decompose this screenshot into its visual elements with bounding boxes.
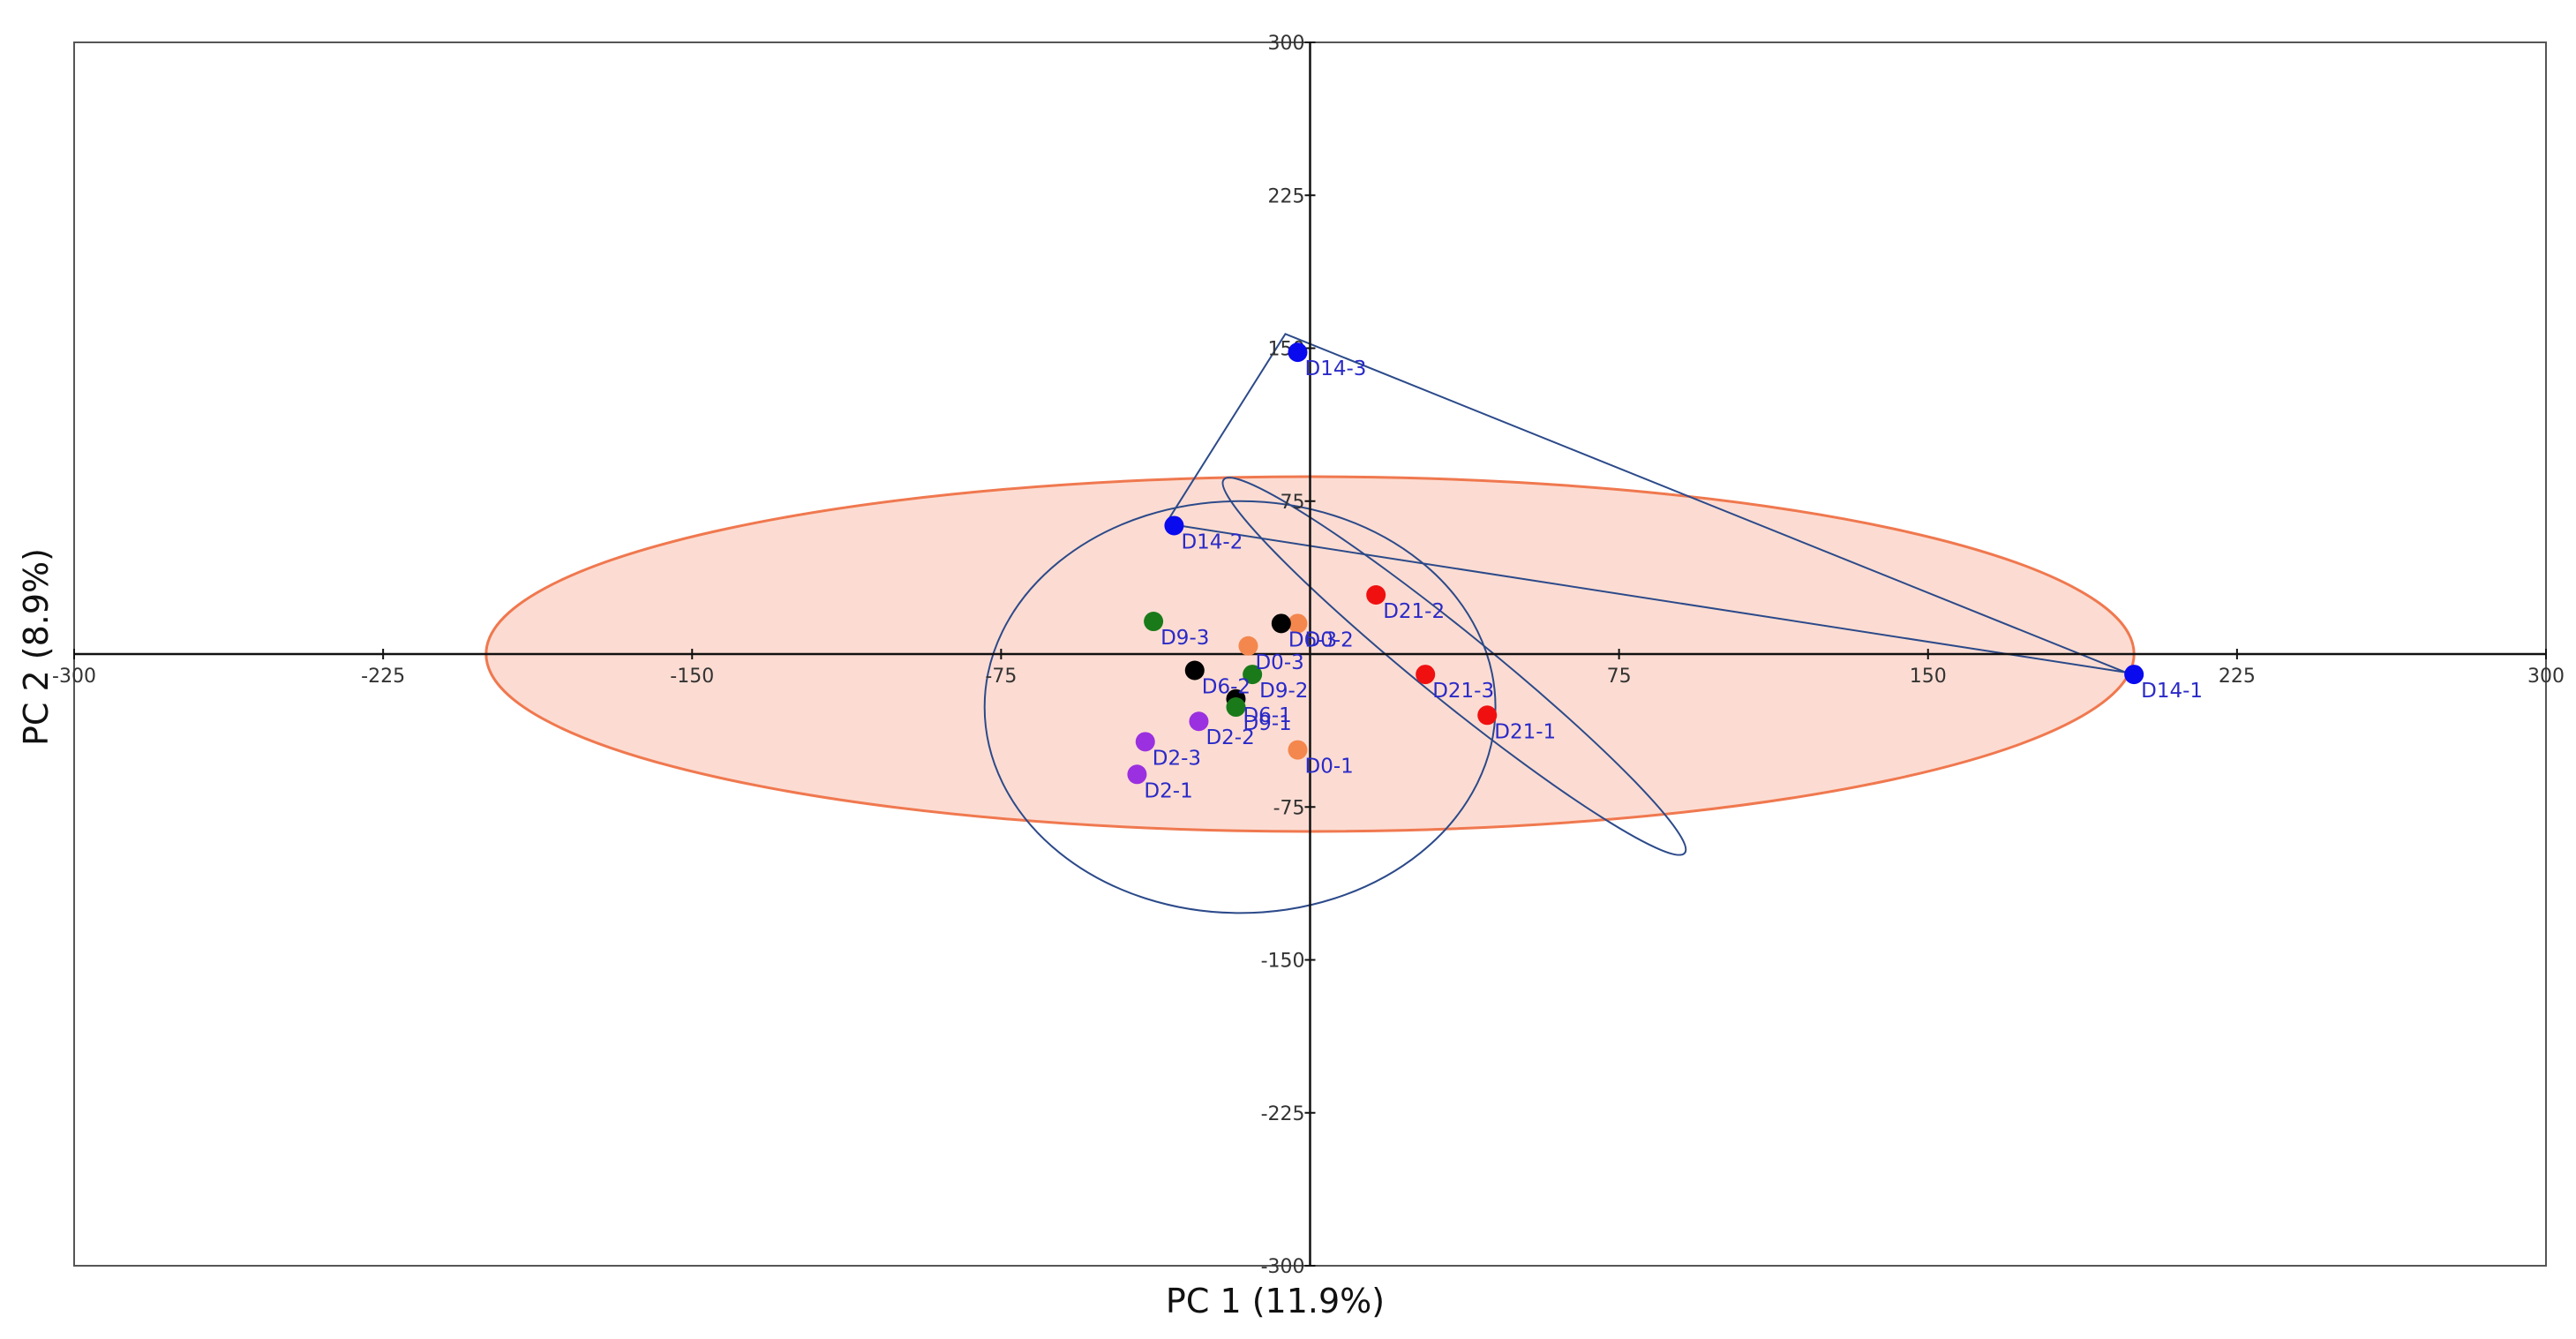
x-axis-label: PC 1 (11.9%) [1166, 1282, 1385, 1320]
point-d2-3 [1135, 732, 1155, 752]
point-d21-3 [1416, 665, 1436, 685]
point-d14-3 [1288, 342, 1308, 363]
point-label-d14-3: D14-3 [1304, 357, 1366, 380]
point-label-d14-1: D14-1 [2141, 680, 2203, 703]
point-label-d9-2: D9-2 [1259, 680, 1308, 703]
hull-d14 [1164, 333, 2127, 673]
point-label-d21-2: D21-2 [1383, 600, 1445, 623]
y-tick-label: -150 [1261, 951, 1305, 973]
y-tick-label: -75 [1273, 797, 1305, 819]
point-d9-3 [1144, 612, 1164, 632]
point-label-d0-3: D0-3 [1255, 651, 1303, 674]
y-tick-label: 300 [1268, 33, 1305, 55]
point-label-d2-2: D2-2 [1205, 726, 1254, 749]
point-label-d6-3: D6-3 [1288, 628, 1337, 651]
point-d0-1 [1288, 740, 1308, 760]
point-d14-2 [1164, 515, 1184, 536]
point-d2-1 [1127, 764, 1147, 785]
hull-d0-d2-d6-d9 [983, 500, 1497, 914]
point-d6-2 [1184, 660, 1205, 681]
point-d21-1 [1477, 705, 1498, 726]
point-label-d14-2: D14-2 [1181, 530, 1243, 553]
y-tick-label: -300 [1261, 1256, 1305, 1278]
point-d21-2 [1366, 585, 1386, 606]
x-tick-label: 75 [1607, 666, 1632, 688]
x-tick-label: 225 [2219, 666, 2256, 688]
x-tick-label: -150 [670, 666, 714, 688]
x-tick-label: 150 [1910, 666, 1947, 688]
point-d0-3 [1238, 636, 1258, 656]
point-label-d21-1: D21-1 [1494, 720, 1556, 743]
point-label-d21-3: D21-3 [1432, 680, 1494, 703]
x-tick-label: -300 [52, 666, 96, 688]
point-d6-3 [1271, 613, 1291, 634]
point-label-d2-3: D2-3 [1153, 747, 1201, 770]
y-tick-label: -225 [1261, 1103, 1305, 1125]
y-tick-label: 75 [1280, 492, 1305, 514]
point-label-d2-1: D2-1 [1144, 779, 1192, 802]
y-axis-label: PC 2 (8.9%) [17, 548, 56, 746]
point-d14-1 [2124, 665, 2144, 685]
point-label-d0-2: D0-2 [1304, 628, 1353, 651]
point-label-d9-3: D9-3 [1160, 627, 1209, 650]
point-label-d6-2: D6-2 [1202, 675, 1250, 698]
y-tick-label: 225 [1268, 185, 1305, 207]
point-d2-2 [1189, 711, 1209, 732]
x-tick-label: -75 [985, 666, 1017, 688]
point-d9-2 [1243, 665, 1263, 685]
x-tick-label: 300 [2527, 666, 2565, 688]
hull-d21 [1221, 477, 1687, 856]
point-d0-2 [1288, 613, 1308, 634]
x-tick-label: -225 [361, 666, 405, 688]
point-label-d6-1: D6-1 [1243, 704, 1291, 727]
point-label-d9-1: D9-1 [1243, 712, 1291, 735]
point-d9-1 [1226, 697, 1246, 718]
point-label-d0-1: D0-1 [1304, 756, 1353, 779]
